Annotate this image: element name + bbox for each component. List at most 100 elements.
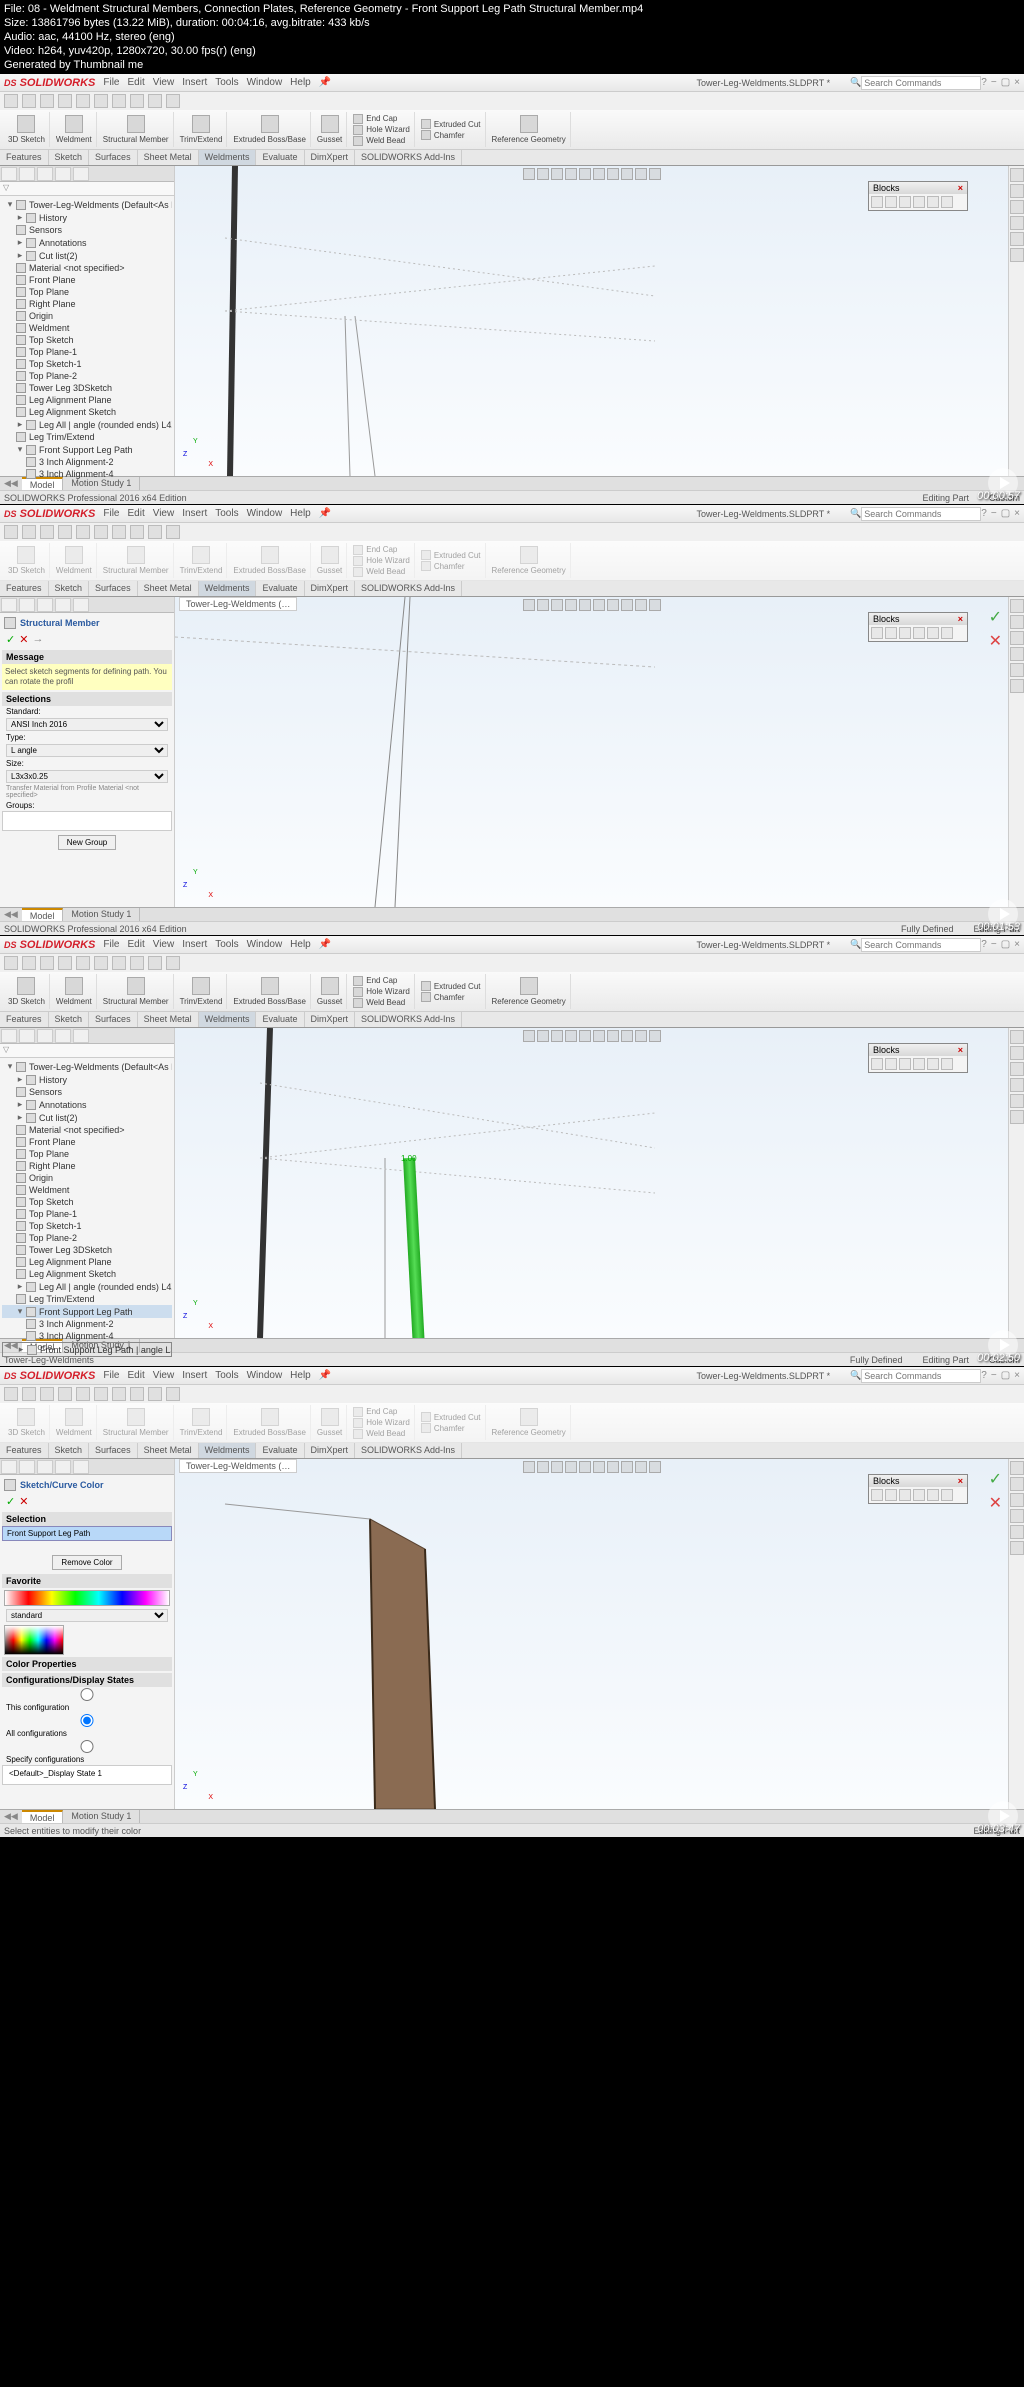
ribbon-extruded-boss[interactable]: Extruded Boss/Base [229, 112, 310, 147]
ribbon-trim-extend[interactable]: Trim/Extend [176, 974, 228, 1009]
menu-file[interactable]: File [103, 77, 119, 88]
menu-tools[interactable]: Tools [215, 939, 238, 950]
rail-icon[interactable] [1010, 184, 1024, 198]
tab-addins[interactable]: SOLIDWORKS Add-Ins [355, 581, 462, 596]
help-icon[interactable]: ? [981, 508, 987, 519]
help-icon[interactable]: ? [981, 939, 987, 950]
tree-material[interactable]: Material <not specified> [2, 262, 172, 274]
tab-sketch[interactable]: Sketch [49, 150, 90, 165]
rail-icon[interactable] [1010, 679, 1024, 693]
tree-sensors[interactable]: Sensors [2, 1086, 172, 1098]
menu-view[interactable]: View [153, 939, 175, 950]
block-icon[interactable] [899, 1058, 911, 1070]
tab-sketch[interactable]: Sketch [49, 581, 90, 596]
block-icon[interactable] [913, 196, 925, 208]
menu-help[interactable]: Help [290, 508, 311, 519]
rail-icon[interactable] [1010, 1493, 1024, 1507]
tree-history[interactable]: ▸History [2, 1073, 172, 1086]
3d-viewport[interactable]: Blocks× Y X Z [175, 166, 1008, 476]
panel-tab-icon[interactable] [73, 1460, 89, 1474]
tree-topsketch1[interactable]: Top Sketch-1 [2, 358, 172, 370]
tree-material[interactable]: Material <not specified> [2, 1124, 172, 1136]
rail-icon[interactable] [1010, 232, 1024, 246]
menu-window[interactable]: Window [247, 939, 283, 950]
tab-weldments[interactable]: Weldments [199, 1443, 257, 1458]
tool-icon[interactable] [112, 525, 126, 539]
options-icon[interactable] [112, 94, 126, 108]
menu-file[interactable]: File [103, 939, 119, 950]
ribbon-weldment[interactable]: Weldment [52, 112, 97, 147]
blocks-toolbar[interactable]: Blocks× [868, 1043, 968, 1073]
tree-topsketch1[interactable]: Top Sketch-1 [2, 1220, 172, 1232]
tool-icon[interactable] [58, 525, 72, 539]
panel-tab-icon[interactable] [73, 598, 89, 612]
rail-icon[interactable] [1010, 1461, 1024, 1475]
tab-model[interactable]: Model [22, 1810, 64, 1823]
tree-topplane[interactable]: Top Plane [2, 1148, 172, 1160]
tree-topplane1[interactable]: Top Plane-1 [2, 1208, 172, 1220]
rail-icon[interactable] [1010, 168, 1024, 182]
menu-edit[interactable]: Edit [127, 77, 144, 88]
ribbon-structural-member[interactable]: Structural Member [99, 112, 174, 147]
menu-window[interactable]: Window [247, 508, 283, 519]
tree-origin[interactable]: Origin [2, 310, 172, 322]
tab-surfaces[interactable]: Surfaces [89, 581, 138, 596]
tool-icon[interactable] [94, 956, 108, 970]
block-icon[interactable] [927, 196, 939, 208]
maximize-icon[interactable]: ▢ [1001, 1370, 1010, 1381]
tool-icon[interactable] [148, 1387, 162, 1401]
panel-tab-icon[interactable] [73, 1029, 89, 1043]
tool-icon[interactable] [166, 956, 180, 970]
ribbon-reference-geometry[interactable]: Reference Geometry [488, 112, 571, 147]
block-icon[interactable] [941, 196, 953, 208]
tree-rightplane[interactable]: Right Plane [2, 298, 172, 310]
tree-root[interactable]: ▾Tower-Leg-Weldments (Default<As Machine… [2, 198, 172, 211]
rail-icon[interactable] [1010, 599, 1024, 613]
tree-annotations[interactable]: ▸Annotations [2, 1098, 172, 1111]
tree-filter[interactable]: ▽ [0, 1044, 174, 1058]
tab-motion-study[interactable]: Motion Study 1 [63, 1810, 140, 1823]
property-manager-tab-icon[interactable] [19, 167, 35, 181]
pushpin-icon[interactable]: → [32, 633, 43, 646]
tree-legalignplane[interactable]: Leg Alignment Plane [2, 1256, 172, 1268]
tool-icon[interactable] [148, 525, 162, 539]
tree-frontsupport-highlighted[interactable]: ▾Front Support Leg Path [2, 1305, 172, 1318]
tab-motion-study[interactable]: Motion Study 1 [63, 908, 140, 921]
tree-cutlist[interactable]: ▸Cut list(2) [2, 249, 172, 262]
menu-tools[interactable]: Tools [215, 508, 238, 519]
ribbon-structural-member[interactable]: Structural Member [99, 974, 174, 1009]
tab-dimxpert[interactable]: DimXpert [305, 581, 356, 596]
tree-legtrim[interactable]: Leg Trim/Extend [2, 431, 172, 443]
tree-rightplane[interactable]: Right Plane [2, 1160, 172, 1172]
new-icon[interactable] [4, 94, 18, 108]
rail-icon[interactable] [1010, 216, 1024, 230]
tab-evaluate[interactable]: Evaluate [256, 1012, 304, 1027]
block-icon[interactable] [871, 1058, 883, 1070]
tree-topsketch[interactable]: Top Sketch [2, 334, 172, 346]
type-select[interactable]: L angle [6, 744, 168, 757]
ribbon-gusset[interactable]: Gusset [313, 974, 347, 1009]
tool-icon[interactable] [58, 956, 72, 970]
panel-tab-icon[interactable] [37, 1029, 53, 1043]
menu-tools[interactable]: Tools [215, 1370, 238, 1381]
tab-features[interactable]: Features [0, 150, 49, 165]
tool-icon[interactable] [4, 525, 18, 539]
3d-viewport[interactable]: Tower-Leg-Weldments (… ✓✕ Blocks× YXZ [175, 1459, 1008, 1809]
nav-prev-icon[interactable]: ◀◀ [0, 908, 22, 921]
tree-legalignsketch[interactable]: Leg Alignment Sketch [2, 1268, 172, 1280]
tool-icon[interactable] [112, 1387, 126, 1401]
tool-icon[interactable] [130, 525, 144, 539]
ribbon-holewizard[interactable]: Hole Wizard [353, 987, 410, 997]
tree-frontplane[interactable]: Front Plane [2, 1136, 172, 1148]
tree-frontsupport2[interactable]: ▸Front Support Leg Path | angle L3X3X0.2… [2, 1342, 172, 1357]
menu-insert[interactable]: Insert [182, 939, 207, 950]
menu-tools[interactable]: Tools [215, 77, 238, 88]
tab-model[interactable]: Model [22, 908, 64, 921]
minimize-icon[interactable]: − [991, 508, 997, 519]
color-gradient-bar[interactable] [4, 1590, 170, 1606]
tree-towerleg3dsketch[interactable]: Tower Leg 3DSketch [2, 1244, 172, 1256]
block-icon[interactable] [885, 196, 897, 208]
block-icon[interactable] [941, 627, 953, 639]
ribbon-chamfer[interactable]: Chamfer [421, 992, 481, 1002]
block-icon[interactable] [913, 1489, 925, 1501]
